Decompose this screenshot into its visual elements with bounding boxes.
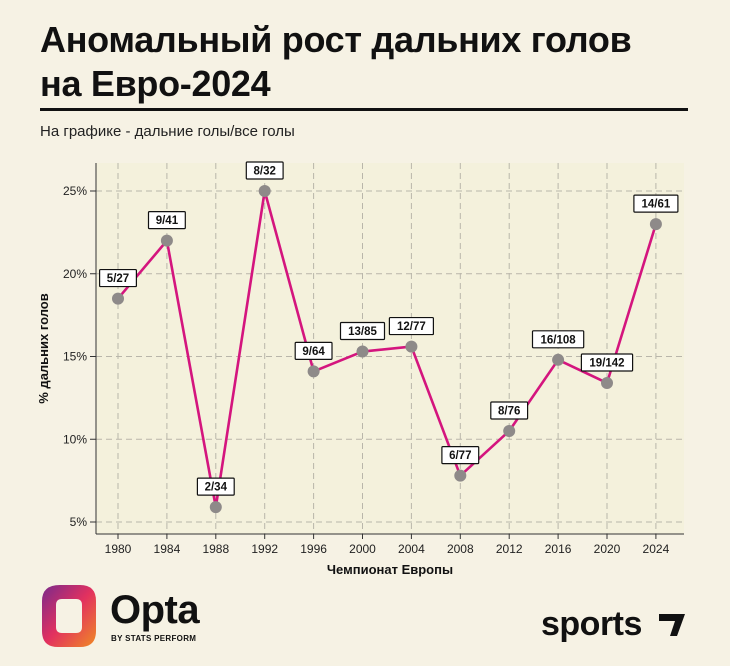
y-tick-label: 5% <box>70 515 88 529</box>
chart-subtitle: На графике - дальние голы/все голы <box>40 123 295 140</box>
data-point-2020 <box>601 376 613 389</box>
x-tick-label: 1984 <box>154 542 181 556</box>
x-tick-label: 2016 <box>545 542 572 556</box>
data-point-1984 <box>160 234 173 247</box>
opta-byline: BY STATS PERFORM <box>111 634 197 643</box>
y-tick-label: 15% <box>63 350 87 364</box>
data-label-text: 16/108 <box>541 334 577 346</box>
data-label-text: 8/32 <box>254 166 276 178</box>
data-label-2016: 16/108 <box>531 330 585 349</box>
data-point-1988 <box>209 501 222 514</box>
data-label-text: 5/27 <box>107 273 129 285</box>
data-label-box <box>147 211 186 230</box>
sports-logo-mark-icon <box>659 614 685 636</box>
data-point-2012 <box>503 424 516 437</box>
opta-wordmark: Opta <box>110 588 200 632</box>
data-labels: 5/27 9/41 2/34 8/32 9/64 13/85 12/77 6/77 8/76 16… <box>98 161 679 496</box>
data-label-2000: 13/85 <box>339 321 386 341</box>
data-label-text: 8/76 <box>498 405 520 417</box>
x-axis-title: Чемпионат Европы <box>327 562 453 577</box>
data-label-box <box>633 194 679 213</box>
x-tick-label: 1980 <box>105 542 132 556</box>
data-label-box <box>196 477 235 496</box>
x-tick-label: 2000 <box>349 542 376 556</box>
x-tick-label: 1988 <box>202 542 229 556</box>
data-label-box <box>441 446 480 465</box>
data-label-box <box>490 401 529 420</box>
data-label-box <box>339 321 386 341</box>
data-label-2004: 12/77 <box>388 316 434 336</box>
axes: 5% 10% 15% 20% 25% 1980 1984 1988 1992 1996 2000 20… <box>36 163 684 577</box>
page-title: Аномальный рост дальних голов на Евро-20… <box>40 18 700 106</box>
y-axis-title: % дальних голов <box>36 293 51 403</box>
opta-logo-icon <box>42 585 96 647</box>
data-label-2012: 8/76 <box>490 401 529 420</box>
data-label-1992: 8/32 <box>245 161 284 180</box>
data-point-2008 <box>454 469 467 482</box>
title-line-2: на Евро-2024 <box>40 63 271 104</box>
x-tick-label: 2004 <box>398 542 425 556</box>
x-tick-label: 2024 <box>643 542 670 556</box>
y-tick-label: 10% <box>63 432 87 446</box>
data-label-box <box>98 268 137 288</box>
data-point-1996 <box>307 365 320 378</box>
data-point-2024 <box>649 218 662 231</box>
data-label-text: 9/41 <box>156 215 179 227</box>
data-label-2008: 6/77 <box>441 446 480 465</box>
series-line <box>117 189 658 509</box>
data-label-2024: 14/61 <box>633 194 679 213</box>
data-point-1980 <box>112 292 124 305</box>
x-tick-label: 2012 <box>496 542 523 556</box>
x-tick-label: 2008 <box>447 542 474 556</box>
data-point-1992 <box>258 185 271 197</box>
data-label-box <box>388 316 434 336</box>
data-label-text: 6/77 <box>449 450 471 462</box>
data-label-box <box>294 341 333 360</box>
data-label-1996: 9/64 <box>294 341 333 360</box>
data-label-box <box>245 161 284 180</box>
data-point-2000 <box>356 345 369 358</box>
data-label-text: 13/85 <box>348 326 377 338</box>
data-label-2020: 19/142 <box>580 353 634 372</box>
data-label-1984: 9/41 <box>147 211 186 230</box>
title-line-1: Аномальный рост дальних голов <box>40 19 632 60</box>
data-points <box>112 185 662 514</box>
data-label-text: 2/34 <box>205 482 228 494</box>
series-polyline <box>117 189 658 509</box>
y-tick-label: 25% <box>63 184 87 198</box>
x-tick-label: 1996 <box>300 542 327 556</box>
x-tick-label: 2020 <box>594 542 621 556</box>
data-label-box <box>580 353 634 372</box>
sports-wordmark: sports <box>541 605 642 643</box>
title-divider <box>40 108 688 111</box>
data-label-1980: 5/27 <box>98 268 137 288</box>
data-label-text: 12/77 <box>397 321 426 333</box>
data-label-text: 9/64 <box>302 346 325 358</box>
data-label-text: 19/142 <box>589 357 624 369</box>
data-point-2016 <box>552 353 565 366</box>
data-point-2004 <box>405 340 418 353</box>
x-tick-label: 1992 <box>251 542 278 556</box>
y-tick-label: 20% <box>63 267 87 281</box>
data-label-box <box>531 330 585 349</box>
data-label-1988: 2/34 <box>196 477 235 496</box>
data-label-text: 14/61 <box>642 199 671 211</box>
